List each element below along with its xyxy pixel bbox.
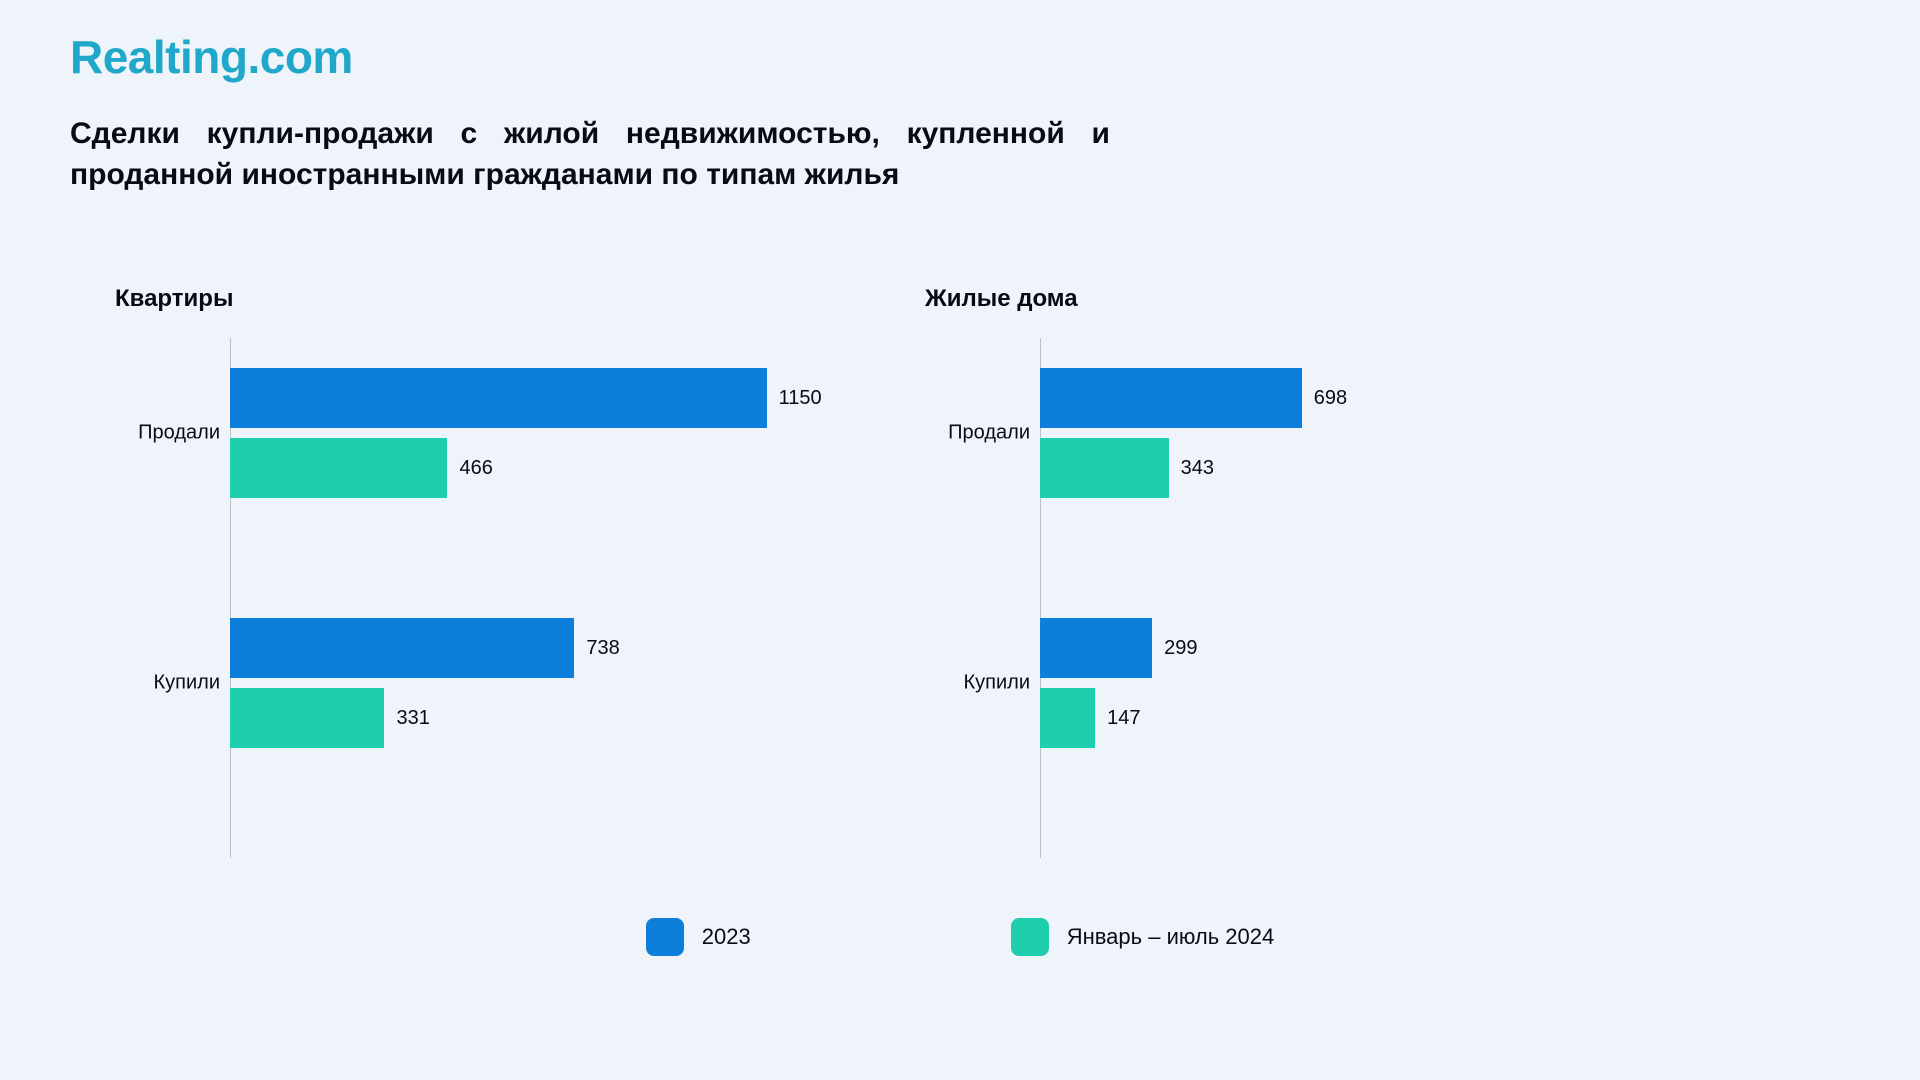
bar-group: Продали 1150 466 (110, 368, 830, 498)
category-label: Продали (110, 422, 220, 445)
legend-swatch-2024 (1011, 918, 1049, 956)
legend: 2023 Январь – июль 2024 (60, 918, 1860, 956)
bar-value-label: 331 (396, 707, 429, 730)
chart-1: Жилые дома Продали 698 343 Купили 299 147 (920, 285, 1640, 858)
chart-title: Жилые дома (925, 285, 1640, 313)
bar-value-label: 343 (1181, 457, 1214, 480)
bar-2024 (1040, 688, 1095, 748)
bar-2024 (230, 438, 447, 498)
legend-label-2024: Январь – июль 2024 (1067, 924, 1275, 950)
category-label: Продали (920, 422, 1030, 445)
chart-title: Квартиры (115, 285, 830, 313)
legend-swatch-2023 (646, 918, 684, 956)
bar-group: Купили 738 331 (110, 618, 830, 748)
chart-0: Квартиры Продали 1150 466 Купили 738 331 (110, 285, 830, 858)
legend-item-2024: Январь – июль 2024 (1011, 918, 1275, 956)
charts-container: Квартиры Продали 1150 466 Купили 738 331 Жилые … (110, 285, 1860, 858)
legend-label-2023: 2023 (702, 924, 751, 950)
page-title: Сделки купли-продажи с жилой недвижимост… (70, 114, 1110, 195)
bar-2023 (230, 368, 767, 428)
bar-value-label: 738 (586, 637, 619, 660)
bar-row: 738 (230, 618, 620, 678)
category-label: Купили (920, 672, 1030, 695)
bar-value-label: 698 (1314, 387, 1347, 410)
chart-plot: Продали 698 343 Купили 299 147 (920, 338, 1640, 858)
bar-row: 698 (1040, 368, 1347, 428)
bar-value-label: 299 (1164, 637, 1197, 660)
bar-row: 466 (230, 438, 493, 498)
legend-item-2023: 2023 (646, 918, 751, 956)
bar-group: Продали 698 343 (920, 368, 1640, 498)
bar-row: 1150 (230, 368, 822, 428)
bar-row: 147 (1040, 688, 1141, 748)
chart-plot: Продали 1150 466 Купили 738 331 (110, 338, 830, 858)
bar-2023 (1040, 368, 1302, 428)
bar-2023 (230, 618, 574, 678)
bar-value-label: 147 (1107, 707, 1140, 730)
bar-2024 (230, 688, 384, 748)
logo: Realting.com (70, 30, 1860, 84)
bar-row: 299 (1040, 618, 1198, 678)
bar-2024 (1040, 438, 1169, 498)
category-label: Купили (110, 672, 220, 695)
bar-row: 343 (1040, 438, 1214, 498)
bar-2023 (1040, 618, 1152, 678)
bar-value-label: 1150 (779, 387, 822, 410)
bar-value-label: 466 (459, 457, 492, 480)
bar-row: 331 (230, 688, 430, 748)
bar-group: Купили 299 147 (920, 618, 1640, 748)
